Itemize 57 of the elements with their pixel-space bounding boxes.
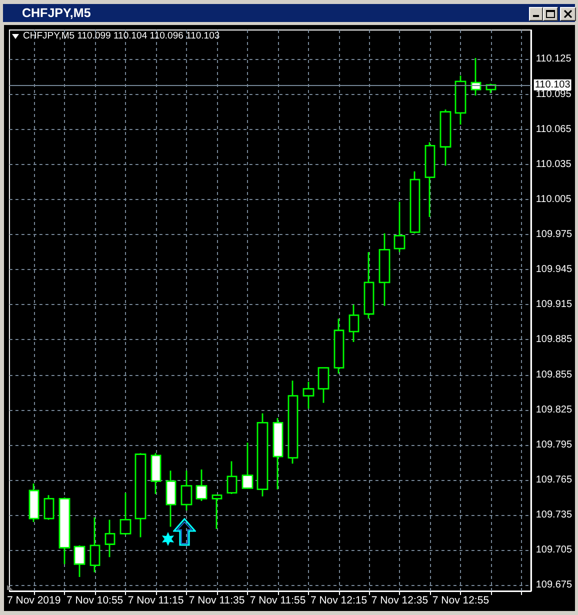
candlestick	[256, 412, 268, 498]
candlestick	[440, 108, 452, 166]
y-tick-label: 109.735	[536, 510, 572, 521]
y-tick-label: 109.915	[536, 299, 572, 310]
y-tick-label: 110.065	[536, 124, 572, 135]
candlestick	[302, 381, 314, 410]
candlestick	[470, 57, 482, 96]
candlestick	[378, 232, 390, 307]
y-tick-label: 109.825	[536, 404, 572, 416]
candlestick	[74, 544, 86, 578]
candlestick	[424, 142, 436, 218]
x-tick-label: 7 Nov 12:15	[310, 594, 368, 606]
candlestick	[104, 519, 116, 558]
candlestick	[120, 492, 132, 536]
x-tick-label: 7 Nov 11:55	[250, 594, 306, 606]
y-tick-label: 110.125	[536, 54, 572, 65]
candlestick	[318, 367, 330, 404]
x-tick-label: 7 Nov 10:55	[66, 594, 124, 606]
y-tick-label: 110.005	[536, 194, 572, 205]
x-tick-label: 7 Nov 12:55	[432, 594, 490, 606]
candlestick	[134, 452, 146, 538]
y-tick-label: 109.945	[536, 264, 572, 276]
x-tick-label: 7 Nov 2019	[6, 594, 61, 606]
candlestick	[364, 251, 374, 320]
y-tick-label: 110.095	[536, 88, 572, 100]
y-tick-label: 109.705	[536, 544, 572, 556]
x-tick-label: 7 Nov 11:15	[128, 594, 184, 606]
y-tick-label: 109.855	[536, 369, 572, 380]
x-tick-label: 7 Nov 12:35	[371, 594, 428, 606]
candlestick	[348, 304, 360, 343]
candlestick	[90, 516, 100, 573]
y-tick-label: 109.885	[536, 334, 572, 346]
candlestick	[334, 318, 344, 374]
y-tick-label: 109.765	[536, 474, 572, 486]
y-tick-label: 110.035	[536, 158, 572, 170]
chart-subtitle: CHFJPY,M5 110.099 110.104 110.096 110.103	[23, 30, 220, 42]
candlestick	[180, 470, 192, 512]
candlestick	[166, 470, 176, 528]
y-tick-label: 109.795	[536, 439, 572, 450]
x-tick-label: 7 Nov 11:35	[188, 594, 245, 606]
candlestick	[212, 494, 222, 530]
y-tick-label: 109.975	[536, 229, 572, 240]
candlestick	[28, 482, 40, 523]
candlestick	[44, 494, 54, 520]
y-tick-label: 109.675	[536, 580, 572, 591]
candlestick	[150, 452, 162, 495]
candlestick	[58, 496, 70, 565]
candlestick	[226, 460, 238, 495]
candlestick	[410, 170, 420, 234]
chart-title: CHFJPY,M5	[22, 6, 91, 21]
candlestick	[242, 442, 254, 489]
ref-line-label: 110.103	[534, 79, 571, 90]
candlestick	[196, 468, 208, 502]
candlestick	[288, 380, 298, 464]
candlestick	[394, 201, 406, 253]
candlestick	[272, 417, 284, 490]
candlestick	[454, 74, 466, 126]
